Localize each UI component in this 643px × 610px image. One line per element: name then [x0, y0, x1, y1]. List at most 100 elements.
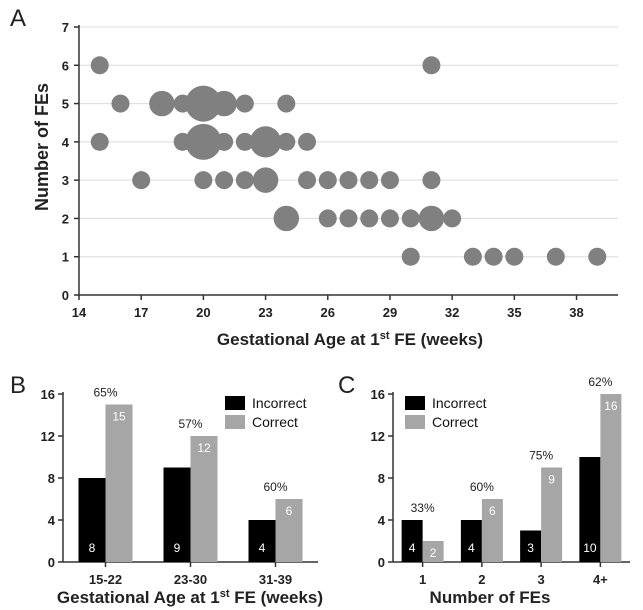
y-tick-label: 16 [41, 387, 55, 402]
y-tick-label: 5 [62, 97, 69, 112]
bubble-point [360, 171, 379, 190]
x-tick-label: 14 [72, 305, 87, 320]
legend-swatch [405, 415, 425, 429]
scatter-panel: Number of FEs Gestational Age at 1st FE … [32, 20, 618, 349]
legend-label: Correct [252, 414, 298, 430]
bar-label-incorrect: 10 [583, 541, 597, 555]
bar-correct [481, 499, 503, 562]
bar-label-incorrect: 4 [409, 541, 416, 555]
bar-incorrect [579, 457, 601, 562]
bar-correct [275, 499, 303, 562]
bar-label-correct: 12 [197, 441, 211, 455]
x-tick-label: 17 [134, 305, 148, 320]
bar-incorrect [460, 520, 482, 562]
bar-label-incorrect: 9 [174, 541, 181, 555]
bubble-point [360, 209, 379, 228]
bubble-point [401, 209, 420, 228]
bubble-point [588, 247, 607, 266]
bar-incorrect [520, 530, 542, 562]
bar-incorrect [163, 467, 191, 562]
bar-correct [105, 404, 133, 562]
x-tick-label: 35 [507, 305, 521, 320]
bar-label-correct: 6 [286, 504, 293, 518]
bubble-point [235, 94, 254, 113]
x-tick-label: 32 [445, 305, 459, 320]
percent-correct-label: 60% [470, 480, 494, 494]
bubble-point [380, 209, 399, 228]
y-tick-label: 2 [62, 211, 69, 226]
y-tick-label: 0 [378, 555, 385, 570]
x-tick-label: 4+ [593, 572, 608, 587]
bubble-point [194, 171, 213, 190]
bubble-point [422, 171, 441, 190]
bar-incorrect [248, 520, 276, 562]
y-tick-label: 7 [62, 20, 69, 35]
x-axis-title-b: Gestational Age at 1st FE (weeks) [57, 588, 323, 607]
bar-label-correct: 9 [548, 473, 555, 487]
bubble-point [339, 209, 358, 228]
percent-correct-label: 65% [93, 386, 117, 400]
bar-label-correct: 16 [604, 399, 618, 413]
y-tick-label: 12 [371, 429, 385, 444]
x-tick-label: 26 [321, 305, 335, 320]
bar-label-incorrect: 4 [468, 541, 475, 555]
bubble-point [505, 247, 524, 266]
panel-letter-a: A [10, 5, 26, 32]
y-tick-label: 8 [378, 471, 385, 486]
y-tick-label: 1 [62, 250, 69, 265]
bubble-point [249, 126, 282, 158]
bar-correct [422, 541, 444, 562]
bubble-point [185, 85, 222, 122]
y-axis-title: Number of FEs [32, 83, 52, 211]
bar-incorrect [401, 520, 423, 562]
panel-letter-b: B [10, 372, 26, 399]
bubble-point [298, 171, 317, 190]
x-tick-label: 31-39 [259, 572, 292, 587]
x-tick-label: 1 [419, 572, 426, 587]
legend-label: Incorrect [432, 395, 487, 411]
legend-label: Incorrect [252, 395, 307, 411]
y-tick-label: 4 [62, 135, 70, 150]
bar-label-incorrect: 4 [259, 541, 266, 555]
bubble-point [111, 94, 130, 113]
y-tick-label: 12 [41, 429, 55, 444]
bubble-point [235, 132, 254, 151]
bar-correct [190, 436, 218, 562]
bubble-point [211, 90, 237, 117]
x-tick-label: 2 [478, 572, 485, 587]
bar-correct [600, 394, 622, 562]
panel-letter-c: C [338, 372, 355, 399]
percent-correct-label: 62% [588, 375, 612, 389]
y-tick-label: 16 [371, 387, 385, 402]
percent-correct-label: 75% [529, 449, 553, 463]
x-tick-label: 29 [383, 305, 397, 320]
bubble-point [546, 247, 565, 266]
bubble-point [215, 171, 234, 190]
bubble-point [422, 56, 441, 75]
bubble-point [235, 171, 254, 190]
x-axis-title: Gestational Age at 1st FE (weeks) [217, 330, 483, 349]
bubble-point [185, 123, 222, 160]
bubble-point [277, 132, 296, 151]
bubble-point [273, 205, 300, 232]
bar-incorrect [78, 478, 106, 562]
y-tick-label: 8 [48, 471, 55, 486]
bar-label-incorrect: 3 [527, 541, 534, 555]
y-tick-label: 3 [62, 173, 69, 188]
y-tick-label: 0 [62, 288, 69, 303]
bubble-point [418, 205, 445, 232]
bar-label-correct: 15 [112, 410, 126, 424]
y-tick-label: 4 [378, 513, 386, 528]
x-tick-label: 20 [196, 305, 210, 320]
x-tick-label: 3 [538, 572, 545, 587]
bar-label-correct: 6 [489, 504, 496, 518]
x-tick-label: 23-30 [174, 572, 207, 587]
bubble-point [401, 247, 420, 266]
bubble-point [484, 247, 503, 266]
percent-correct-label: 33% [411, 501, 435, 515]
legend-swatch [225, 396, 245, 410]
legend-label: Correct [432, 414, 478, 430]
bar-panel-gestational-age: Gestational Age at 1st FE (weeks) 0 4 8 12 1… [41, 386, 324, 608]
y-tick-label: 4 [48, 513, 56, 528]
